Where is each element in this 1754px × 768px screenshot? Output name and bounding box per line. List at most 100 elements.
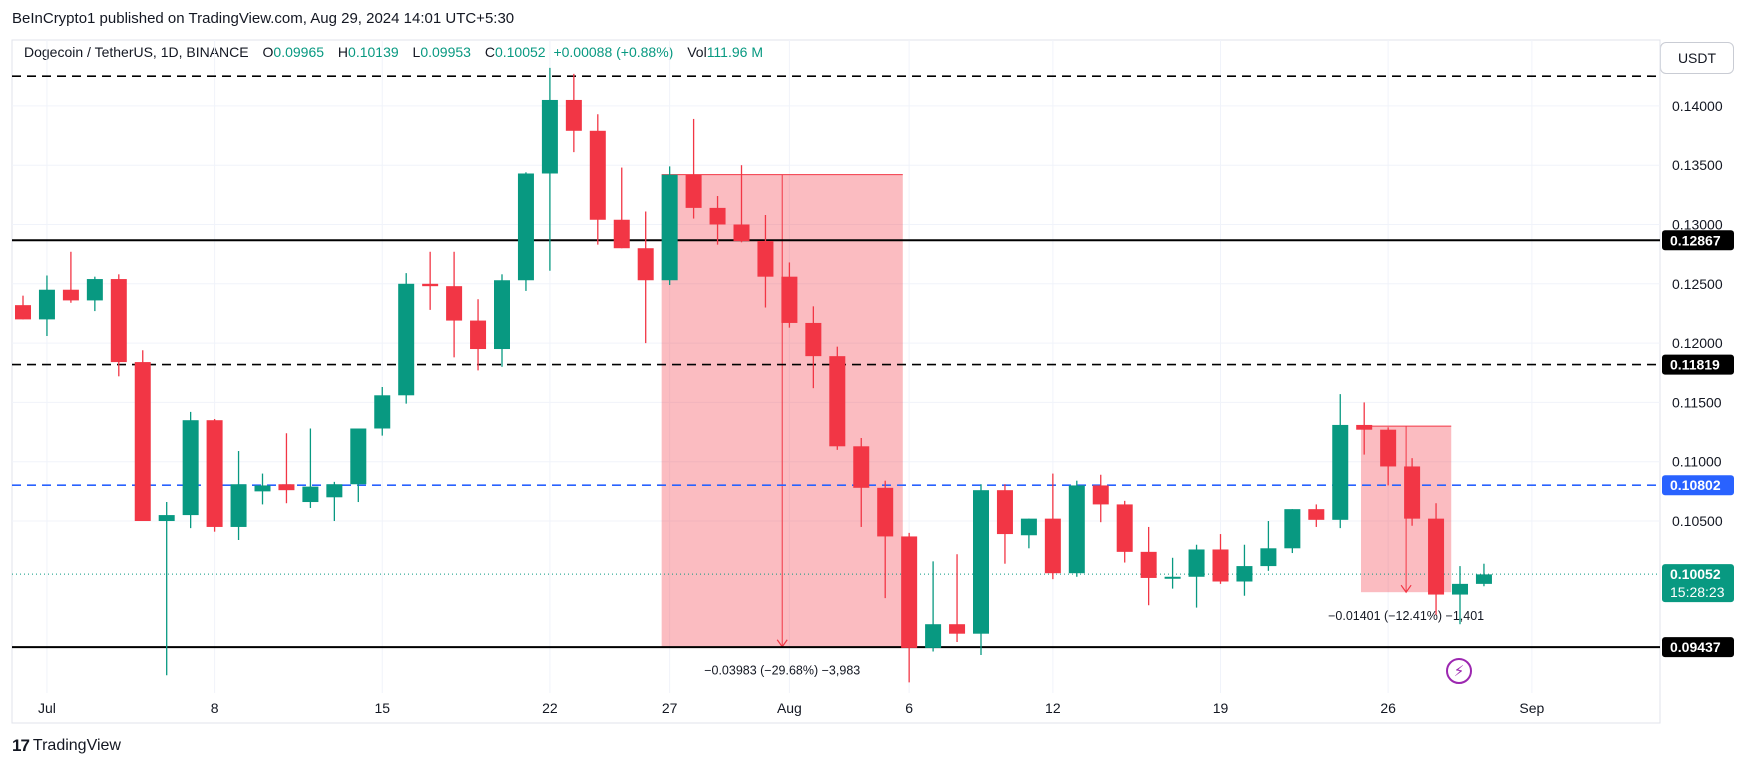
candle-body — [925, 624, 942, 648]
candle-body — [1212, 549, 1229, 582]
candle-body — [973, 490, 989, 634]
x-tick-label: 12 — [1045, 700, 1061, 716]
candle-body — [446, 286, 463, 321]
candle-body — [422, 283, 439, 287]
symbol-title[interactable]: Dogecoin / TetherUS, 1D, BINANCE — [24, 44, 249, 60]
candle-body — [470, 320, 487, 350]
level-price-label-bg — [1662, 354, 1734, 375]
candle-body — [230, 484, 247, 527]
candle-body — [589, 130, 606, 220]
candle-body — [1068, 485, 1085, 574]
candle-body — [613, 219, 630, 249]
candle-body — [949, 624, 966, 634]
candle-body — [1356, 424, 1373, 430]
candle-body — [757, 241, 774, 277]
level-price-label: 0.11819 — [1670, 357, 1720, 373]
y-tick-label: 0.11500 — [1672, 394, 1722, 410]
axes: 0.14000 0.13500 0.13000 0.12500 0.12000 0.115… — [38, 98, 1723, 716]
y-tick-label: 0.13500 — [1672, 157, 1723, 173]
y-tick-label: 0.14000 — [1672, 98, 1723, 114]
candle-body — [1020, 518, 1037, 536]
candle-body — [685, 174, 702, 208]
brand-name: TradingView — [32, 737, 121, 754]
candle-body — [877, 487, 894, 537]
x-tick-label: 19 — [1213, 700, 1229, 716]
candle-body — [1404, 466, 1421, 519]
candle-body — [374, 395, 391, 429]
plot-frame — [11, 39, 1661, 724]
candles — [15, 67, 1492, 683]
tradingview-brand[interactable]: 17 TradingView — [12, 736, 121, 756]
candle-body — [158, 515, 175, 522]
candle-body — [350, 428, 367, 485]
x-tick-label: 8 — [211, 700, 219, 716]
candle-body — [1188, 549, 1205, 577]
open-label: O — [262, 44, 274, 60]
candle-body — [1116, 504, 1133, 552]
candle-body — [134, 362, 151, 522]
tradingview-logo-icon: 17 — [12, 736, 30, 755]
change-value: +0.00088 (+0.88%) — [553, 44, 674, 60]
y-tick-label: 0.10500 — [1672, 513, 1723, 529]
lightning-icon[interactable]: ⚡ — [1446, 658, 1472, 684]
candle-body — [829, 356, 846, 447]
candle-body — [1308, 509, 1325, 520]
candle-body — [565, 99, 582, 131]
last-price-label: 0.10052 — [1670, 566, 1721, 582]
candle-body — [1092, 485, 1109, 505]
x-tick-label: 15 — [374, 700, 390, 716]
open-value: 0.09965 — [273, 44, 325, 60]
candle-body — [661, 174, 678, 281]
close-label: C — [484, 44, 495, 60]
candle-body — [1260, 548, 1277, 567]
x-tick-label: 26 — [1380, 700, 1396, 716]
x-tick-label: Sep — [1519, 700, 1544, 716]
high-value: 0.10139 — [348, 44, 399, 60]
candle-body — [254, 485, 271, 492]
measure-label: −0.01401 (−12.41%) −1,401 — [1328, 609, 1484, 623]
candle-body — [1236, 566, 1253, 582]
measure-label: −0.03983 (−29.68%) −3,983 — [704, 664, 860, 678]
x-tick-label: Aug — [777, 700, 802, 716]
candle-body — [494, 280, 510, 350]
x-tick-label: 22 — [542, 700, 558, 716]
candle-body — [901, 536, 918, 648]
candle-body — [637, 248, 654, 281]
level-price-label: 0.12867 — [1670, 232, 1721, 248]
last-price-label-countdown: 15:28:23 — [1670, 584, 1725, 600]
candle-body — [541, 99, 558, 174]
y-tick-label: 0.12000 — [1672, 335, 1723, 351]
y-tick-label: 0.11000 — [1672, 454, 1722, 470]
candle-body — [110, 279, 127, 363]
candle-body — [62, 289, 79, 301]
high-label: H — [337, 44, 349, 60]
candle-body — [853, 446, 870, 488]
x-tick-label: 27 — [662, 700, 678, 716]
candle-body — [517, 173, 534, 281]
level-price-label-bg — [1662, 230, 1734, 251]
level-price-label-bg — [1662, 475, 1734, 496]
candle-body — [1475, 574, 1492, 584]
low-label: L — [412, 44, 421, 60]
candle-body — [1380, 429, 1397, 467]
price-labels: 0.12867 0.11819 0.10802 0.09437 0.10052 15:28… — [1662, 230, 1734, 658]
y-tick-label: 0.13000 — [1672, 216, 1723, 232]
candle-body — [1284, 509, 1301, 549]
candle-body — [733, 224, 750, 242]
close-value: 0.10052 — [494, 44, 546, 60]
currency-button[interactable]: USDT — [1660, 42, 1734, 74]
level-price-label-bg — [1662, 637, 1734, 658]
candle-body — [781, 276, 798, 323]
low-value: 0.09953 — [420, 44, 471, 60]
volume-value: 111.96 M — [706, 44, 763, 60]
candle-body — [1452, 583, 1468, 595]
y-tick-label: 0.12500 — [1672, 276, 1723, 292]
volume-label: Vol — [687, 44, 707, 60]
last-price-label-bg — [1662, 564, 1734, 603]
candle-body — [805, 322, 822, 357]
level-price-label: 0.09437 — [1670, 639, 1721, 655]
x-tick-label: 6 — [905, 700, 913, 716]
candle-body — [1044, 518, 1061, 574]
candle-body — [709, 207, 726, 225]
